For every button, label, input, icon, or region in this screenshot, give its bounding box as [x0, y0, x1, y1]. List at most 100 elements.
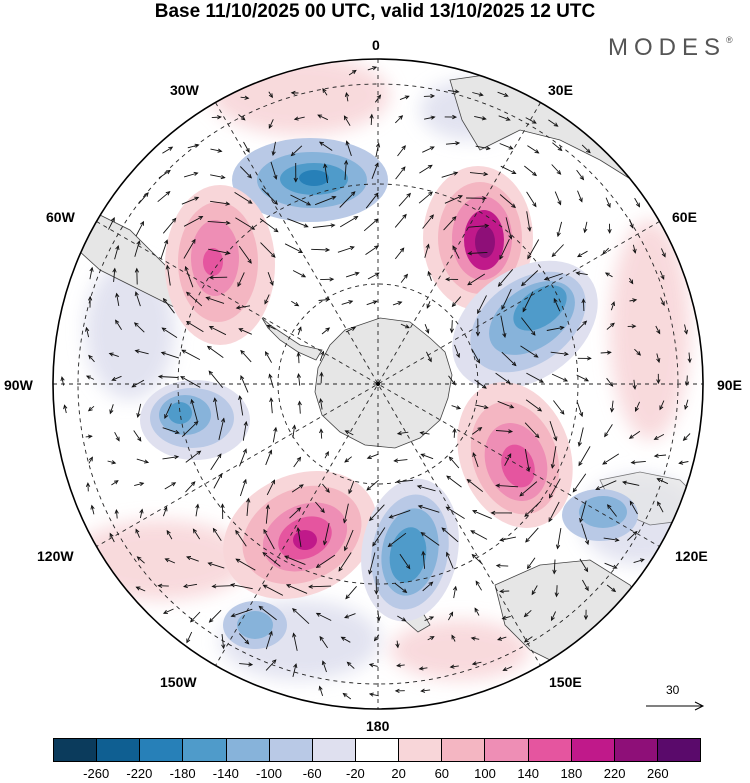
wind-vector-head — [656, 358, 661, 364]
wind-vector-head — [207, 562, 213, 567]
wind-vector — [388, 532, 407, 547]
wind-vector-head — [374, 192, 379, 198]
wind-vector — [322, 483, 330, 493]
anomaly-centre-negative — [562, 489, 638, 541]
wind-vector — [338, 552, 352, 572]
wind-vector — [605, 197, 611, 208]
wind-vector — [419, 164, 433, 174]
wind-vector — [444, 195, 463, 204]
wind-vector-head — [483, 171, 489, 177]
wind-vector-head — [296, 372, 301, 378]
wind-vector — [553, 400, 565, 415]
wind-vector — [398, 193, 411, 207]
wind-vector — [475, 581, 482, 591]
longitude-label-30w: 30W — [170, 82, 199, 98]
wind-vector — [441, 172, 458, 178]
wind-vector — [522, 291, 534, 312]
wind-vector-head — [472, 510, 478, 514]
wind-vector — [367, 453, 379, 459]
wind-vector-head — [306, 201, 312, 206]
wind-vector — [577, 190, 583, 202]
wind-vector-head — [230, 613, 236, 618]
wind-vector-head — [373, 218, 379, 223]
wind-vector-head — [474, 607, 479, 613]
wind-vector-head — [225, 220, 231, 225]
wind-vector-head — [368, 569, 373, 575]
wind-vector-head — [499, 589, 505, 594]
wind-vector — [238, 245, 252, 264]
wind-vector — [654, 434, 665, 440]
wind-vector-head — [452, 245, 457, 251]
longitude-label-30e: 30E — [548, 82, 573, 98]
wind-vector — [377, 610, 380, 621]
colorbar-tick-label: -140 — [212, 766, 239, 781]
wind-vector-head — [509, 404, 515, 409]
wind-vector — [287, 218, 308, 228]
wind-vector — [263, 529, 275, 550]
wind-vector-head — [577, 253, 582, 258]
anomaly-fills — [140, 138, 638, 649]
longitude-label-180: 180 — [366, 718, 390, 734]
wind-vector-head — [482, 384, 487, 389]
wind-vector — [267, 272, 274, 286]
wind-vector-head — [425, 243, 430, 249]
wind-vector-head — [604, 272, 610, 277]
wind-vector-head — [208, 370, 213, 376]
wind-vector-head — [186, 638, 191, 644]
wind-vector-head — [582, 320, 588, 326]
pole-marker — [376, 382, 380, 386]
colorbar-segment — [312, 739, 356, 761]
wind-vector — [88, 405, 95, 412]
wind-vector-head — [168, 146, 174, 151]
wind-vector — [527, 239, 540, 259]
chart-title: Base 11/10/2025 00 UTC, valid 13/10/2025… — [154, 1, 596, 22]
wind-vector-head — [607, 229, 612, 234]
wind-vector — [299, 401, 301, 414]
wind-vector-head — [678, 460, 684, 465]
wind-vector-head — [490, 510, 496, 516]
wind-vector — [185, 450, 201, 463]
wind-vector-head — [606, 202, 611, 208]
wind-vector-head — [218, 473, 223, 478]
wind-vector — [163, 608, 174, 614]
wind-vector — [660, 297, 665, 306]
wind-vector-head — [293, 177, 298, 183]
colorbar-segment — [657, 739, 701, 761]
wind-vector — [453, 586, 457, 599]
wind-vector — [114, 245, 119, 260]
wind-vector-head — [247, 173, 253, 179]
wind-vector-head — [495, 483, 501, 488]
wind-vector-head — [344, 159, 349, 165]
wind-vector-head — [429, 636, 435, 641]
wind-vector — [394, 583, 407, 593]
longitude-label-120e: 120E — [675, 548, 708, 564]
wind-vector-head — [190, 398, 195, 404]
wind-vector-head — [430, 115, 436, 120]
wind-vector — [519, 481, 538, 497]
antarctic-peninsula-land — [261, 317, 323, 361]
wind-vector — [346, 141, 352, 157]
wind-vector-head — [325, 297, 331, 302]
wind-vector — [602, 453, 620, 465]
wind-vector-head — [630, 460, 636, 465]
wind-vector-head — [186, 556, 192, 561]
wind-vector-head — [402, 588, 408, 594]
wind-vector-head — [583, 228, 588, 234]
wind-vector-head — [475, 331, 481, 337]
wind-vector-head — [351, 69, 357, 75]
wind-vector-head — [191, 238, 196, 244]
wind-vector — [450, 665, 459, 668]
wind-vector-head — [320, 350, 325, 356]
wind-vector-head — [88, 456, 93, 462]
wind-vector — [209, 326, 227, 336]
wind-vector — [344, 456, 352, 463]
wind-vector — [607, 504, 617, 517]
wind-vector — [477, 295, 487, 314]
wind-vector — [374, 94, 381, 103]
wind-vector-head — [301, 273, 307, 278]
wind-vector-head — [303, 223, 309, 228]
wind-vector — [549, 420, 557, 441]
wind-vector-head — [273, 227, 279, 233]
wind-vector-head — [235, 558, 241, 563]
wind-vector-head — [244, 639, 250, 645]
